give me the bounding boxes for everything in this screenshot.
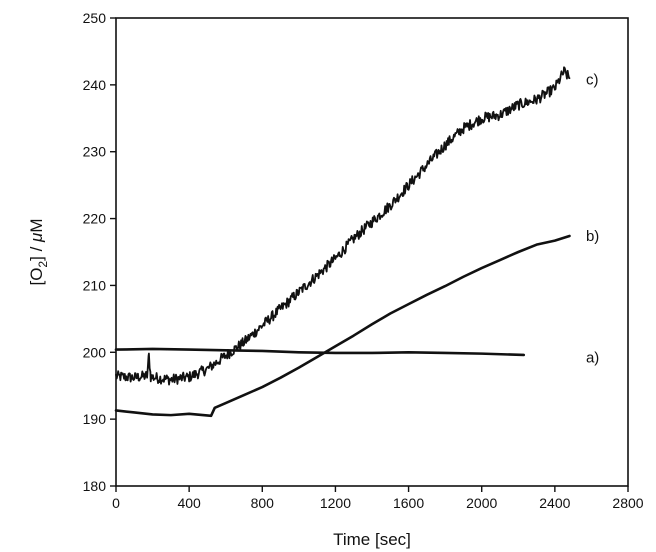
x-tick-label-3: 1200 bbox=[320, 495, 351, 511]
series-label-0: a) bbox=[586, 350, 599, 367]
y-axis-title-unit: M bbox=[27, 218, 46, 232]
y-axis-title: [O2] / μM bbox=[27, 218, 50, 285]
y-tick-label-2: 200 bbox=[83, 344, 107, 360]
y-tick-label-3: 210 bbox=[83, 277, 107, 293]
x-tick-label-2: 800 bbox=[251, 495, 275, 511]
x-tick-label-4: 1600 bbox=[393, 495, 424, 511]
y-tick-label-5: 230 bbox=[83, 144, 107, 160]
y-axis-title-middle: ] / bbox=[27, 242, 46, 261]
y-axis-title-subscript: 2 bbox=[36, 261, 50, 268]
x-tick-label-6: 2400 bbox=[539, 495, 570, 511]
series-labels: a) b) c) bbox=[586, 72, 599, 367]
series-line-1 bbox=[114, 234, 571, 418]
x-tick-label-5: 2000 bbox=[466, 495, 497, 511]
y-tick-label-6: 240 bbox=[83, 77, 107, 93]
x-tick-label-1: 400 bbox=[177, 495, 201, 511]
series-line-2 bbox=[115, 66, 571, 386]
y-axis-title-mu: μ bbox=[27, 232, 46, 243]
x-axis-title: Time [sec] bbox=[333, 530, 411, 549]
y-tick-label-1: 190 bbox=[83, 411, 107, 427]
ticks-layer: 0 400 800 1200 1600 2000 2400 2800 180 190 200 210 2… bbox=[83, 10, 644, 511]
series-label-1: b) bbox=[586, 228, 599, 245]
plot-frame bbox=[115, 17, 629, 487]
series-layer bbox=[114, 66, 571, 418]
series-line-0 bbox=[114, 347, 526, 357]
x-tick-label-7: 2800 bbox=[612, 495, 643, 511]
plot-area: 0 400 800 1200 1600 2000 2400 2800 180 190 200 210 2… bbox=[83, 10, 644, 511]
y-tick-label-7: 250 bbox=[83, 10, 107, 26]
x-tick-label-0: 0 bbox=[112, 495, 120, 511]
y-tick-label-0: 180 bbox=[83, 478, 107, 494]
y-tick-label-4: 220 bbox=[83, 211, 107, 227]
series-label-2: c) bbox=[586, 72, 599, 89]
y-axis-title-prefix: [O bbox=[27, 268, 46, 286]
